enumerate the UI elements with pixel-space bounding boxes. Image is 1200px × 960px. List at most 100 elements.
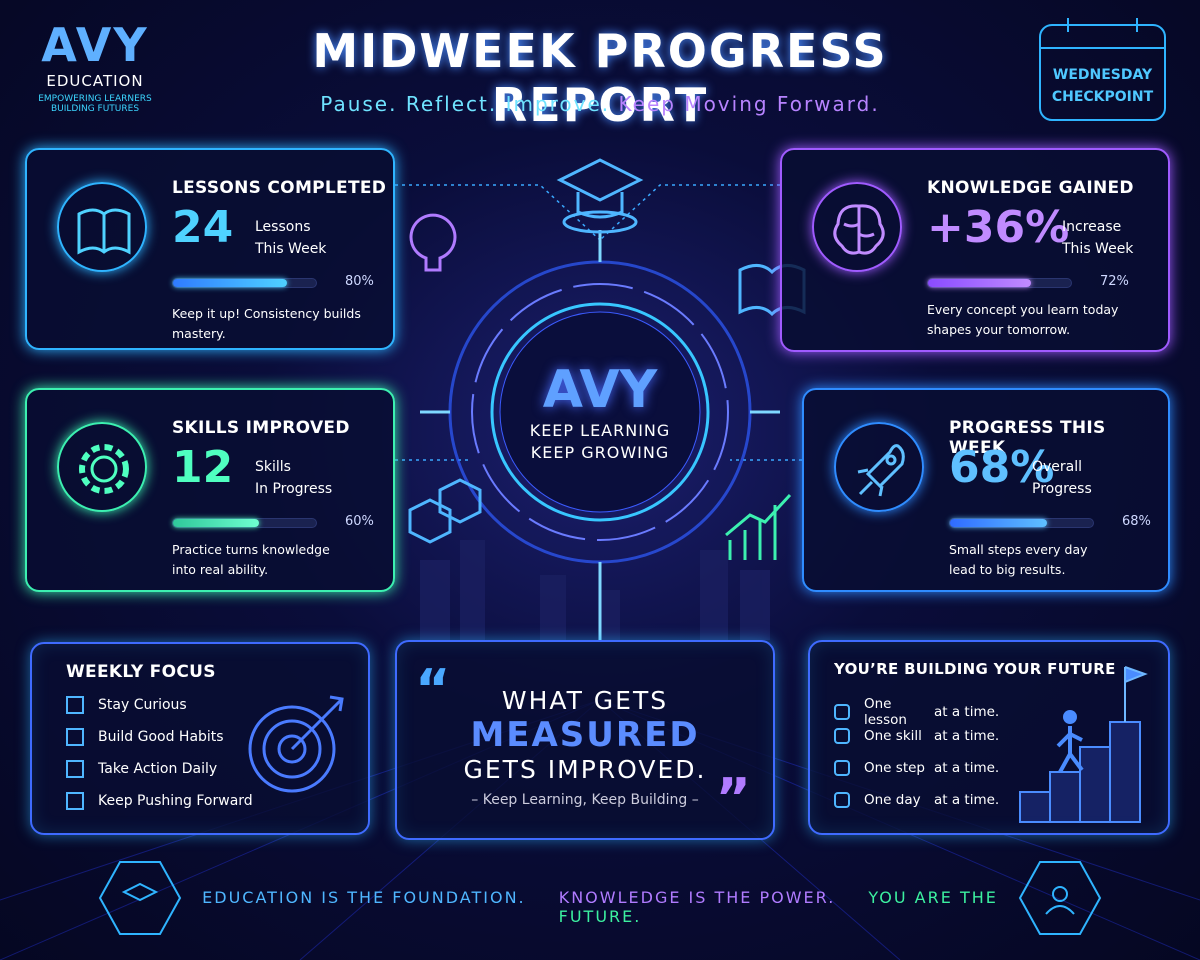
card-figure: 68% [949,442,1055,493]
card-title: LESSONS COMPLETED [172,178,387,198]
badge-line: CHECKPOINT [1051,89,1154,105]
quote-card: “ ” WHAT GETS MEASURED GETS IMPROVED. – … [395,640,775,840]
center-hub: AVY KEEP LEARNING KEEP GROWING [500,360,700,464]
card-note: Practice turns knowledge [172,542,330,557]
future-item: One skill at a time. [834,728,999,744]
bullet-icon [834,728,850,744]
card-unit: Lessons [255,219,311,235]
card-unit: This Week [255,241,327,257]
footer: EDUCATION IS THE FOUNDATION. KNOWLEDGE I… [200,888,1000,926]
card-icon [812,182,902,272]
tagline: EMPOWERING LEARNERS [38,94,152,104]
card-note: Keep it up! Consistency builds mastery. [172,306,361,341]
card-icon [57,182,147,272]
future-item: One day at a time. [834,792,999,808]
bullet-icon [834,704,850,720]
card-unit: Skills [255,459,291,475]
card-note: Small steps every day [949,542,1088,557]
progress-label: 68% [1122,514,1151,529]
future-tail: at a time. [934,704,1000,720]
future-what: One step [864,760,925,776]
card-icon [834,422,924,512]
footer-phrase: KNOWLEDGE IS THE POWER. [558,888,836,907]
future-what: One day [864,792,921,808]
target-icon [248,695,344,793]
subtitle-part: Keep Moving Forward. [618,92,880,116]
badge-line: WEDNESDAY [1052,67,1153,83]
progress-label: 60% [345,514,374,529]
brand-block: AVY EDUCATION EMPOWERING LEARNERS BUILDI… [30,18,160,114]
bullet-icon [834,760,850,776]
footer-phrase: YOU ARE THE FUTURE. [558,888,998,926]
focus-item: Build Good Habits [66,728,224,746]
quote-mark: ” [715,767,752,830]
card-note: shapes your tomorrow. [927,322,1071,337]
icon-glyph [857,444,905,497]
card-figure: +36% [927,202,1070,253]
focus-text: Stay Curious [98,697,187,713]
card-unit: This Week [1062,241,1134,257]
card-figure: 24 [172,202,234,253]
focus-item: Take Action Daily [66,760,217,778]
focus-item: Keep Pushing Forward [66,792,253,810]
progress-fill [950,519,1048,527]
center-line: KEEP GROWING [530,443,670,462]
quote-line: MEASURED [470,715,700,755]
footer-phrase: EDUCATION IS THE FOUNDATION. [202,888,526,907]
icon-glyph [833,204,885,255]
future-card: YOU’RE BUILDING YOUR FUTURE One lesson at… [808,640,1170,835]
card-note: Every concept you learn today [927,302,1119,317]
title: MIDWEEK PROGRESS REPORT [312,24,888,132]
focus-title: WEEKLY FOCUS [66,662,216,682]
checkbox [66,728,84,746]
icon-glyph [77,208,131,255]
icon-glyph [79,444,129,494]
future-what: One skill [864,728,922,744]
card-unit: Increase [1062,219,1122,235]
stat-card: SKILLS IMPROVED 12 Skills In Progress 60% Pra… [25,388,395,592]
card-unit: Progress [1032,481,1092,497]
card-unit: In Progress [255,481,333,497]
progress-fill [173,279,288,287]
focus-text: Build Good Habits [98,729,224,745]
focus-item: Stay Curious [66,696,187,714]
quote-line: GETS IMPROVED. [463,755,707,784]
badge: WEDNESDAY CHECKPOINT [1040,64,1165,108]
checkbox [66,760,84,778]
card-unit: Overall [1032,459,1083,475]
card-title: PROGRESS THIS WEEK [949,418,1106,458]
progress-fill [173,519,259,527]
tagline: BUILDING FUTURES [50,104,140,114]
focus-text: Take Action Daily [98,761,218,777]
card-title: KNOWLEDGE GAINED [927,178,1134,198]
stairs-icon [1019,666,1148,823]
progress-track [949,518,1094,528]
card-icon [57,422,147,512]
quote-attribution: – Keep Learning, Keep Building – [471,792,699,808]
subtitle-part: Pause. Reflect. Improve. [320,92,611,116]
checkbox [66,792,84,810]
future-tail: at a time. [934,760,1000,776]
progress-label: 72% [1100,274,1129,289]
card-figure: 12 [172,442,234,493]
progress-label: 80% [345,274,374,289]
focus-text: Keep Pushing Forward [98,793,253,809]
focus-card: WEEKLY FOCUS Stay Curious Build Good Habi… [30,642,370,835]
future-what: One lesson [864,696,907,728]
progress-fill [928,279,1031,287]
checkbox [66,696,84,714]
card-note: lead to big results. [949,562,1066,577]
future-title: YOU’RE BUILDING YOUR FUTURE [834,660,1116,678]
card-title: SKILLS IMPROVED [172,418,350,438]
future-tail: at a time. [934,728,1000,744]
brand: AVY [41,18,149,72]
future-item: One lesson at a time. [834,696,999,728]
bullet-icon [834,792,850,808]
center-line: KEEP LEARNING [529,421,671,440]
future-item: One step at a time. [834,760,999,776]
stat-card: LESSONS COMPLETED 24 Lessons This Week 80% Ke… [25,148,395,350]
stat-card: KNOWLEDGE GAINED +36% Increase This Week 72%… [780,148,1170,352]
quote-line: WHAT GETS [501,686,669,715]
